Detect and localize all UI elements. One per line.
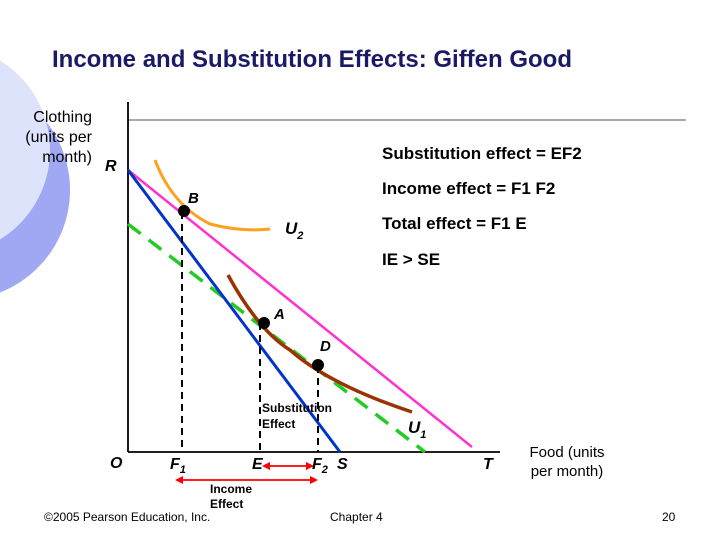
indifference-curve-U2 <box>153 159 271 232</box>
x-axis-label-line: per month) <box>530 463 604 480</box>
effect-line-total: Total effect = F1 E <box>382 214 527 233</box>
label-F2: F2 <box>312 456 328 476</box>
label-U1: U1 <box>408 418 426 441</box>
footer-copyright: ©2005 Pearson Education, Inc. <box>44 510 211 524</box>
y-axis-label-line: (units per <box>25 129 92 146</box>
income-arrow-left-head <box>175 476 183 484</box>
y-axis-label: Clothing (units per month) <box>0 108 92 168</box>
effect-line-substitution: Substitution effect = EF2 <box>382 144 582 163</box>
x-axis-label-line: Food (units <box>529 444 605 461</box>
slide-title: Income and Substitution Effects: Giffen … <box>52 46 572 73</box>
label-O: O <box>110 455 123 472</box>
budget-line-RS <box>126 169 342 453</box>
substitution-arrow-right-head <box>306 462 314 470</box>
income-arrow-right-head <box>310 476 318 484</box>
x-axis-label: Food (units per month) <box>512 443 622 481</box>
footer-chapter: Chapter 4 <box>330 510 383 524</box>
label-E: E <box>252 456 264 473</box>
income-effect-label: Income Effect <box>210 482 255 511</box>
point-D-marker <box>312 359 324 371</box>
label-B: B <box>188 190 199 207</box>
label-F1: F1 <box>170 456 186 476</box>
substitution-effect-label: Substitution Effect <box>262 401 335 431</box>
indifference-curve-U1 <box>226 274 413 414</box>
point-B-marker <box>178 205 190 217</box>
point-A-marker <box>258 317 270 329</box>
label-D: D <box>320 338 331 355</box>
effect-line-income: Income effect = F1 F2 <box>382 179 556 198</box>
label-R: R <box>105 158 117 175</box>
footer-page-number: 20 <box>662 510 676 524</box>
effect-line-comparison: IE > SE <box>382 250 441 269</box>
label-T: T <box>483 456 494 473</box>
label-A: A <box>273 306 285 323</box>
y-axis-label-line: month) <box>42 149 92 166</box>
label-S: S <box>337 456 348 473</box>
substitution-arrow-left-head <box>262 462 270 470</box>
y-axis-label-line: Clothing <box>33 109 92 126</box>
decor-circle-light <box>0 60 50 240</box>
label-U2: U2 <box>285 219 303 242</box>
